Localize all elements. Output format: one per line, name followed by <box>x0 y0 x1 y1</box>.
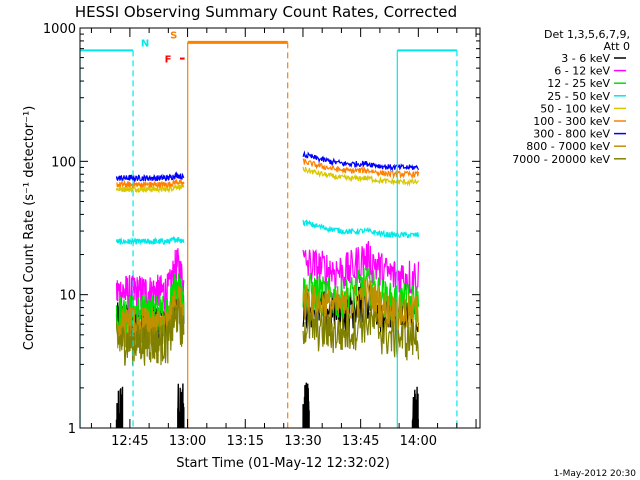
series-line-6-segment-2 <box>302 158 420 180</box>
y-tick-label: 100 <box>51 155 76 170</box>
flag-label-N: N <box>141 38 149 49</box>
y-tick-label: 10 <box>59 289 76 304</box>
plot-frame <box>79 27 481 429</box>
series-line-9-segment-2 <box>302 303 420 361</box>
x-tick-label: 13:30 <box>284 434 321 449</box>
legend-entry-label: 25 - 50 keV <box>547 90 610 103</box>
y-tick-label: 1 <box>68 422 76 437</box>
legend-entry-label: 6 - 12 keV <box>554 65 610 78</box>
series-line-8-segment-1 <box>116 284 185 350</box>
edge-spikes-1-2 <box>177 383 185 428</box>
x-tick-label: 14:00 <box>400 434 437 449</box>
legend-entry-label: 100 - 300 keV <box>533 115 610 128</box>
series-line-7-segment-1 <box>115 170 185 183</box>
series-line-5-segment-2 <box>302 166 420 187</box>
legend-entry-label: 800 - 7000 keV <box>526 140 610 153</box>
series-line-6-segment-1 <box>116 177 185 189</box>
x-tick-label: 13:00 <box>169 434 206 449</box>
series-line-5-segment-1 <box>115 183 185 194</box>
edge-spikes-1-1 <box>115 386 124 428</box>
x-tick-label: 13:45 <box>342 434 379 449</box>
legend-header-line: Att 0 <box>604 40 630 53</box>
series-line-2-segment-1 <box>115 248 185 316</box>
legend-header-line: Det 1,3,5,6,7,9, <box>544 28 630 41</box>
series-line-4-segment-1 <box>115 235 185 246</box>
legend-entry-label: 7000 - 20000 keV <box>512 153 610 166</box>
x-tick-label: 13:15 <box>227 434 264 449</box>
legend-entry-label: 50 - 100 keV <box>540 102 610 115</box>
flag-label-S: S <box>170 30 177 41</box>
series-line-4-segment-2 <box>302 219 420 239</box>
series-line-8-segment-2 <box>302 277 420 336</box>
x-tick-label: 12:45 <box>111 434 148 449</box>
chart-title: HESSI Observing Summary Count Rates, Cor… <box>75 3 457 21</box>
legend-entry-label: 3 - 6 keV <box>561 52 610 65</box>
y-tick-label: 1000 <box>43 22 76 37</box>
y-axis-label: Corrected Count Rate (s⁻¹ detector⁻¹) <box>22 106 37 351</box>
corner-timestamp: 1-May-2012 20:30 <box>554 469 637 479</box>
plot-area <box>80 40 458 428</box>
edge-spikes-2-2 <box>411 386 420 428</box>
edge-spikes-2-1 <box>302 382 310 428</box>
series-line-9-segment-1 <box>115 298 185 366</box>
series-line-7-segment-2 <box>302 150 420 172</box>
flag-label-F: F <box>165 55 172 66</box>
x-axis-label: Start Time (01-May-12 12:32:02) <box>176 456 390 471</box>
legend-entry-label: 12 - 25 keV <box>547 77 610 90</box>
legend-entry-label: 300 - 800 keV <box>533 128 610 141</box>
